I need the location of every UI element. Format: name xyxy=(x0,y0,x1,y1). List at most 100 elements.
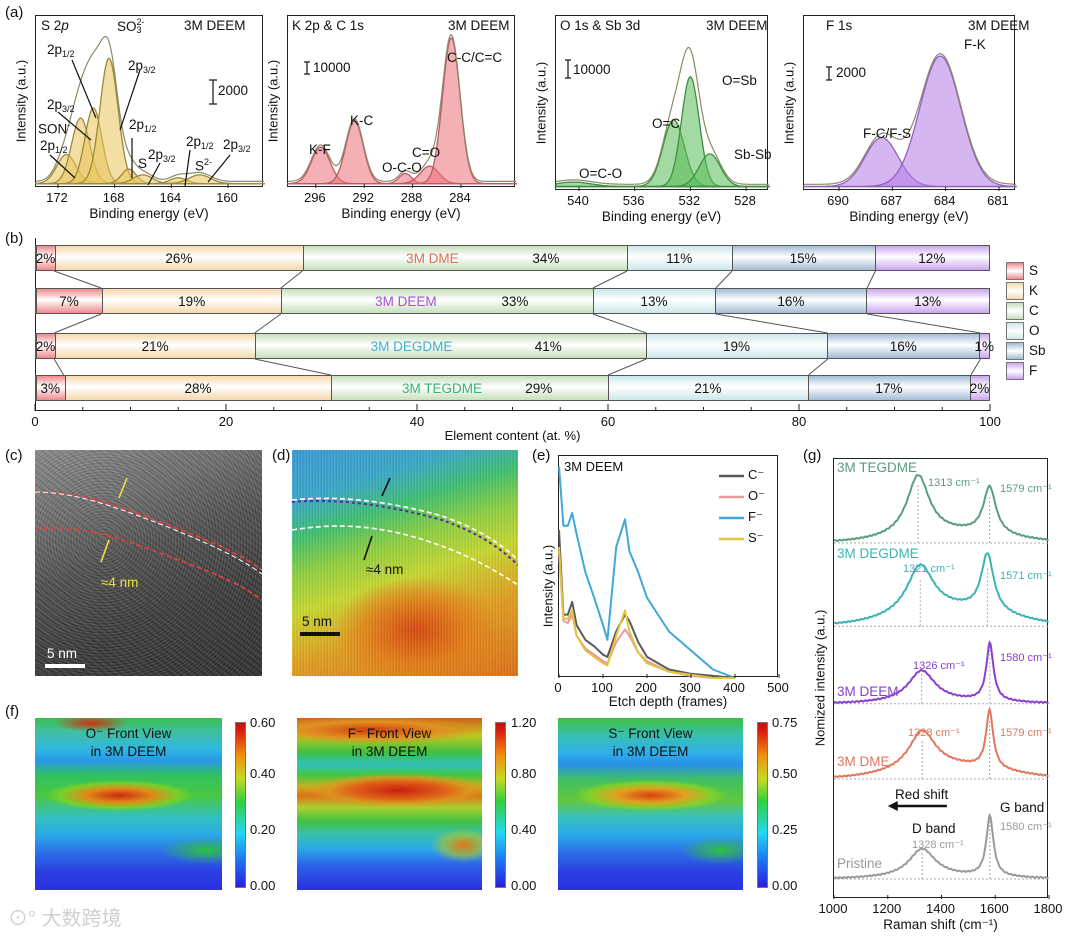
legend-label: C xyxy=(1029,303,1039,318)
label-main: 2p xyxy=(128,58,144,73)
bar-segment-C xyxy=(331,376,608,400)
s2p-label: 2p1/2 xyxy=(40,138,68,155)
label-sub: 1/2 xyxy=(144,124,157,134)
peak-component-5 xyxy=(287,37,517,185)
x-axis-label: Binding energy (eV) xyxy=(89,206,209,221)
o-colorbar xyxy=(235,722,246,888)
x-tick-label: 200 xyxy=(635,680,657,695)
legend-label: F xyxy=(1029,363,1038,378)
arrow-icon xyxy=(147,162,161,186)
thickness-label: ≈4 nm xyxy=(366,562,404,577)
chart-title: 3M DEEM xyxy=(564,459,624,474)
bar-percent-label: 28% xyxy=(184,381,212,396)
heatmap-title: F⁻ Front View xyxy=(347,726,432,741)
s2p-label: 2p3/2 xyxy=(223,137,251,154)
s2p-sample: 3M DEEM xyxy=(184,18,246,33)
connector-line xyxy=(715,313,828,334)
connector-line xyxy=(592,313,647,334)
xps-chart-3 xyxy=(555,15,770,191)
o-front-view-heatmap: O⁻ Front View in 3M DEEM xyxy=(35,718,222,890)
g-peak-label: 1571 cm⁻¹ xyxy=(1000,570,1052,582)
peak-label: F-K xyxy=(964,37,986,52)
raman-spectrum-Pristine xyxy=(833,812,1049,880)
colorbar-label: 0.00 xyxy=(772,878,798,893)
bar-percent-label: 2% xyxy=(35,251,56,266)
x-tick-label: 532 xyxy=(678,193,701,208)
bar-percent-label: 16% xyxy=(777,294,805,309)
arrow-icon xyxy=(71,59,97,119)
series-line-S⁻ xyxy=(558,546,735,679)
bar-segment-O xyxy=(645,334,827,358)
bar-percent-label: 13% xyxy=(914,294,942,309)
bar-segment-Sb xyxy=(826,334,980,358)
peak-component-4 xyxy=(555,153,770,188)
tem-image: ≈4 nm 5 nm xyxy=(35,450,262,676)
x-tick-label: 690 xyxy=(827,193,849,208)
peak-label: O=Sb xyxy=(722,73,757,88)
x-axis-label: Etch depth (frames) xyxy=(608,694,728,709)
connector-line xyxy=(715,270,733,289)
g-peak-label: 1579 cm⁻¹ xyxy=(1000,727,1052,739)
d-peak-label: 1321 cm⁻¹ xyxy=(903,563,955,575)
watermark-text: 大数跨境 xyxy=(41,908,122,930)
raman-chart xyxy=(833,458,1050,899)
connector-line xyxy=(607,358,647,376)
arrow-icon xyxy=(57,111,92,141)
f-colorbar xyxy=(495,722,506,888)
sample-name-label: 3M DEGDME xyxy=(370,339,453,354)
kc-scale-label: 10000 xyxy=(313,60,351,75)
x-tick-label: 168 xyxy=(102,190,125,205)
s2p-title: S 2p xyxy=(41,18,69,33)
bar-percent-label: 12% xyxy=(918,251,946,266)
connector-line xyxy=(254,358,332,376)
arrow-icon xyxy=(184,149,191,187)
xps-chart-1 xyxy=(35,15,265,188)
so3-sub: 3 xyxy=(136,25,142,35)
bar-percent-label: 2% xyxy=(969,381,990,396)
peak-label: C-C/C=C xyxy=(447,50,503,65)
f1s-scale-label: 2000 xyxy=(836,65,867,80)
x-tick-label: 540 xyxy=(567,193,589,208)
composition-bar-3m-dme: 2% 26% 34% 3M DME 11% 15% 12% xyxy=(35,245,990,271)
x-tick-label: 164 xyxy=(159,190,182,205)
so3-label: SO2- 3 xyxy=(117,17,145,35)
colorbar-label: 0.40 xyxy=(511,822,537,837)
connector-line xyxy=(970,358,981,376)
x-tick-label: 400 xyxy=(723,680,745,695)
bar-segment-Sb xyxy=(715,289,867,313)
raman-spectrum-3M-DME xyxy=(833,706,1049,779)
xps-chart-2-plot-area xyxy=(287,34,517,188)
s2p-label: 2p3/2 xyxy=(148,147,176,164)
bar-percent-label: 19% xyxy=(178,294,206,309)
interface-lines xyxy=(292,477,518,636)
connector-line xyxy=(53,358,65,376)
f-front-view-heatmap: F⁻ Front View in 3M DEEM xyxy=(297,718,482,890)
peak-label: K-F xyxy=(309,142,331,157)
bar-percent-label: 19% xyxy=(722,339,750,354)
title-italic: p xyxy=(61,18,69,33)
x-tick-label: 500 xyxy=(767,680,789,695)
composition-bar-3m-deem: 7% 19% 33% 3M DEEM 13% 16% 13% xyxy=(35,288,990,314)
peak-label: C=O xyxy=(412,145,441,160)
bar-segment-F xyxy=(969,376,989,400)
label-main: 2p xyxy=(129,117,145,132)
arrow-icon xyxy=(363,535,373,561)
envelope-curve xyxy=(36,35,264,182)
bar-segment-F xyxy=(866,289,989,313)
label-sub: 1/2 xyxy=(55,145,68,155)
envelope-curve xyxy=(804,53,1016,185)
bar-segment-O xyxy=(607,376,808,400)
d-peak-label: 1328 cm⁻¹ xyxy=(912,839,964,851)
colorbar-label: 0.50 xyxy=(772,766,798,781)
bar-segment-K xyxy=(102,289,282,313)
composition-bar-3m-degdme: 2% 21% 41% 3M DEGDME 19% 16% 1% xyxy=(35,333,994,359)
series-line-C⁻ xyxy=(558,529,736,679)
bar-percent-label: 3% xyxy=(40,381,61,396)
osb-sample: 3M DEEM xyxy=(706,18,768,33)
label-main: 2p xyxy=(186,134,202,149)
bar-segment-O xyxy=(626,246,732,270)
x-tick-label: 284 xyxy=(449,190,471,205)
panel-label-d: (d) xyxy=(272,447,291,464)
so3-sup: 2- xyxy=(136,17,145,27)
legend-swatch-C xyxy=(1006,302,1024,320)
